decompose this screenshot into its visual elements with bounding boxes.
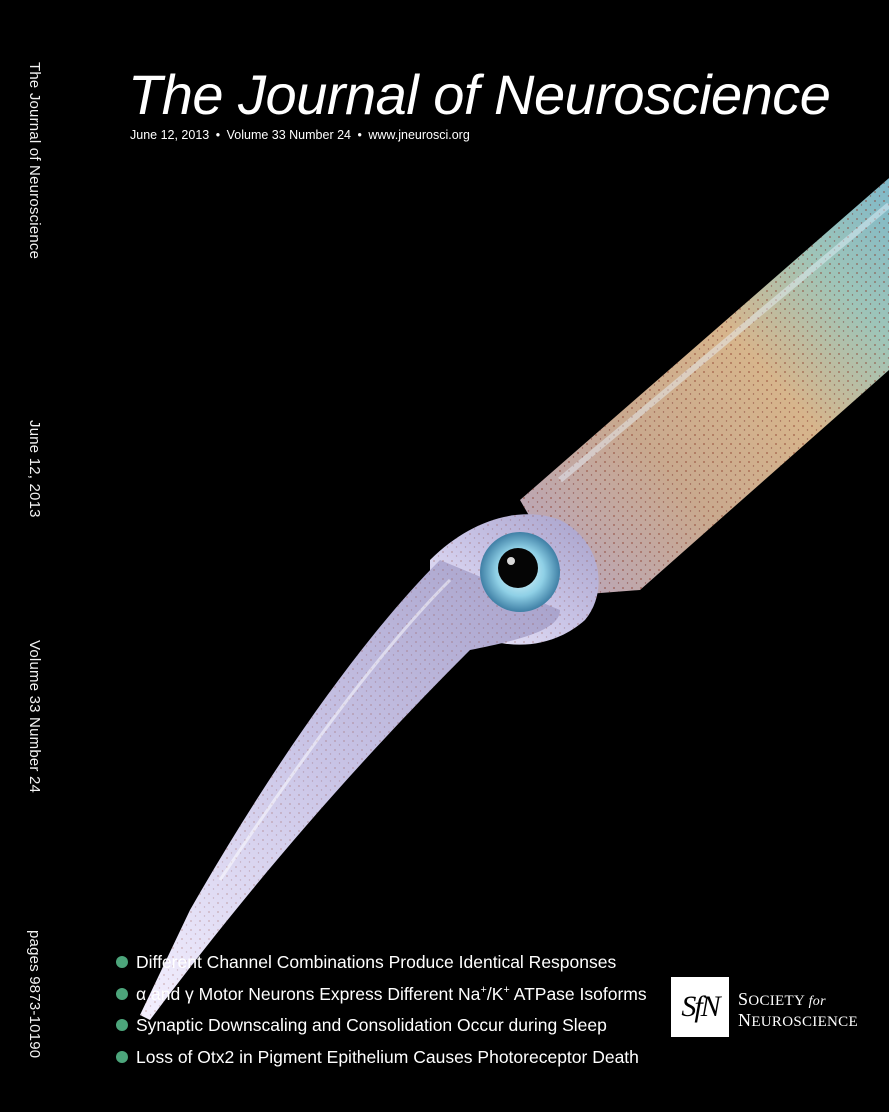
highlight-text: Synaptic Downscaling and Consolidation O… (136, 1015, 607, 1035)
spine-pages: pages 9873-10190 (26, 930, 43, 1059)
bullet-icon (116, 987, 128, 1000)
bullet-icon (116, 1050, 128, 1063)
issue-volume: Volume 33 Number 24 (226, 128, 351, 142)
sfn-logo: SfN (671, 977, 729, 1037)
highlight-item: α and γ Motor Neurons Express Different … (116, 982, 647, 1014)
highlight-item: Loss of Otx2 in Pigment Epithelium Cause… (116, 1045, 647, 1077)
spine-title: The Journal of Neuroscience (26, 62, 43, 260)
highlight-item: Different Channel Combinations Produce I… (116, 950, 647, 982)
highlight-text: α and γ Motor Neurons Express Different … (136, 983, 647, 1004)
highlight-text: Different Channel Combinations Produce I… (136, 952, 617, 972)
highlight-item: Synaptic Downscaling and Consolidation O… (116, 1013, 647, 1045)
issue-line: June 12, 2013 • Volume 33 Number 24 • ww… (130, 128, 470, 142)
spine-volume: Volume 33 Number 24 (26, 640, 43, 794)
issue-separator: • (215, 128, 221, 142)
highlight-text: Loss of Otx2 in Pigment Epithelium Cause… (136, 1046, 639, 1067)
issue-separator: • (357, 128, 362, 142)
journal-url[interactable]: www.jneurosci.org (368, 128, 470, 142)
issue-date: June 12, 2013 (130, 128, 210, 142)
highlights-list: Different Channel Combinations Produce I… (116, 950, 647, 1076)
spine-date: June 12, 2013 (26, 420, 43, 518)
bullet-icon (116, 956, 128, 968)
journal-title: The Journal of Neuroscience (128, 63, 831, 126)
society-name-line2: NEUROSCIENCE (738, 1010, 858, 1031)
society-name-line1: SOCIETY for (738, 989, 826, 1010)
society-name: SOCIETY for NEUROSCIENCE (738, 990, 858, 1032)
bullet-icon (116, 1019, 128, 1031)
